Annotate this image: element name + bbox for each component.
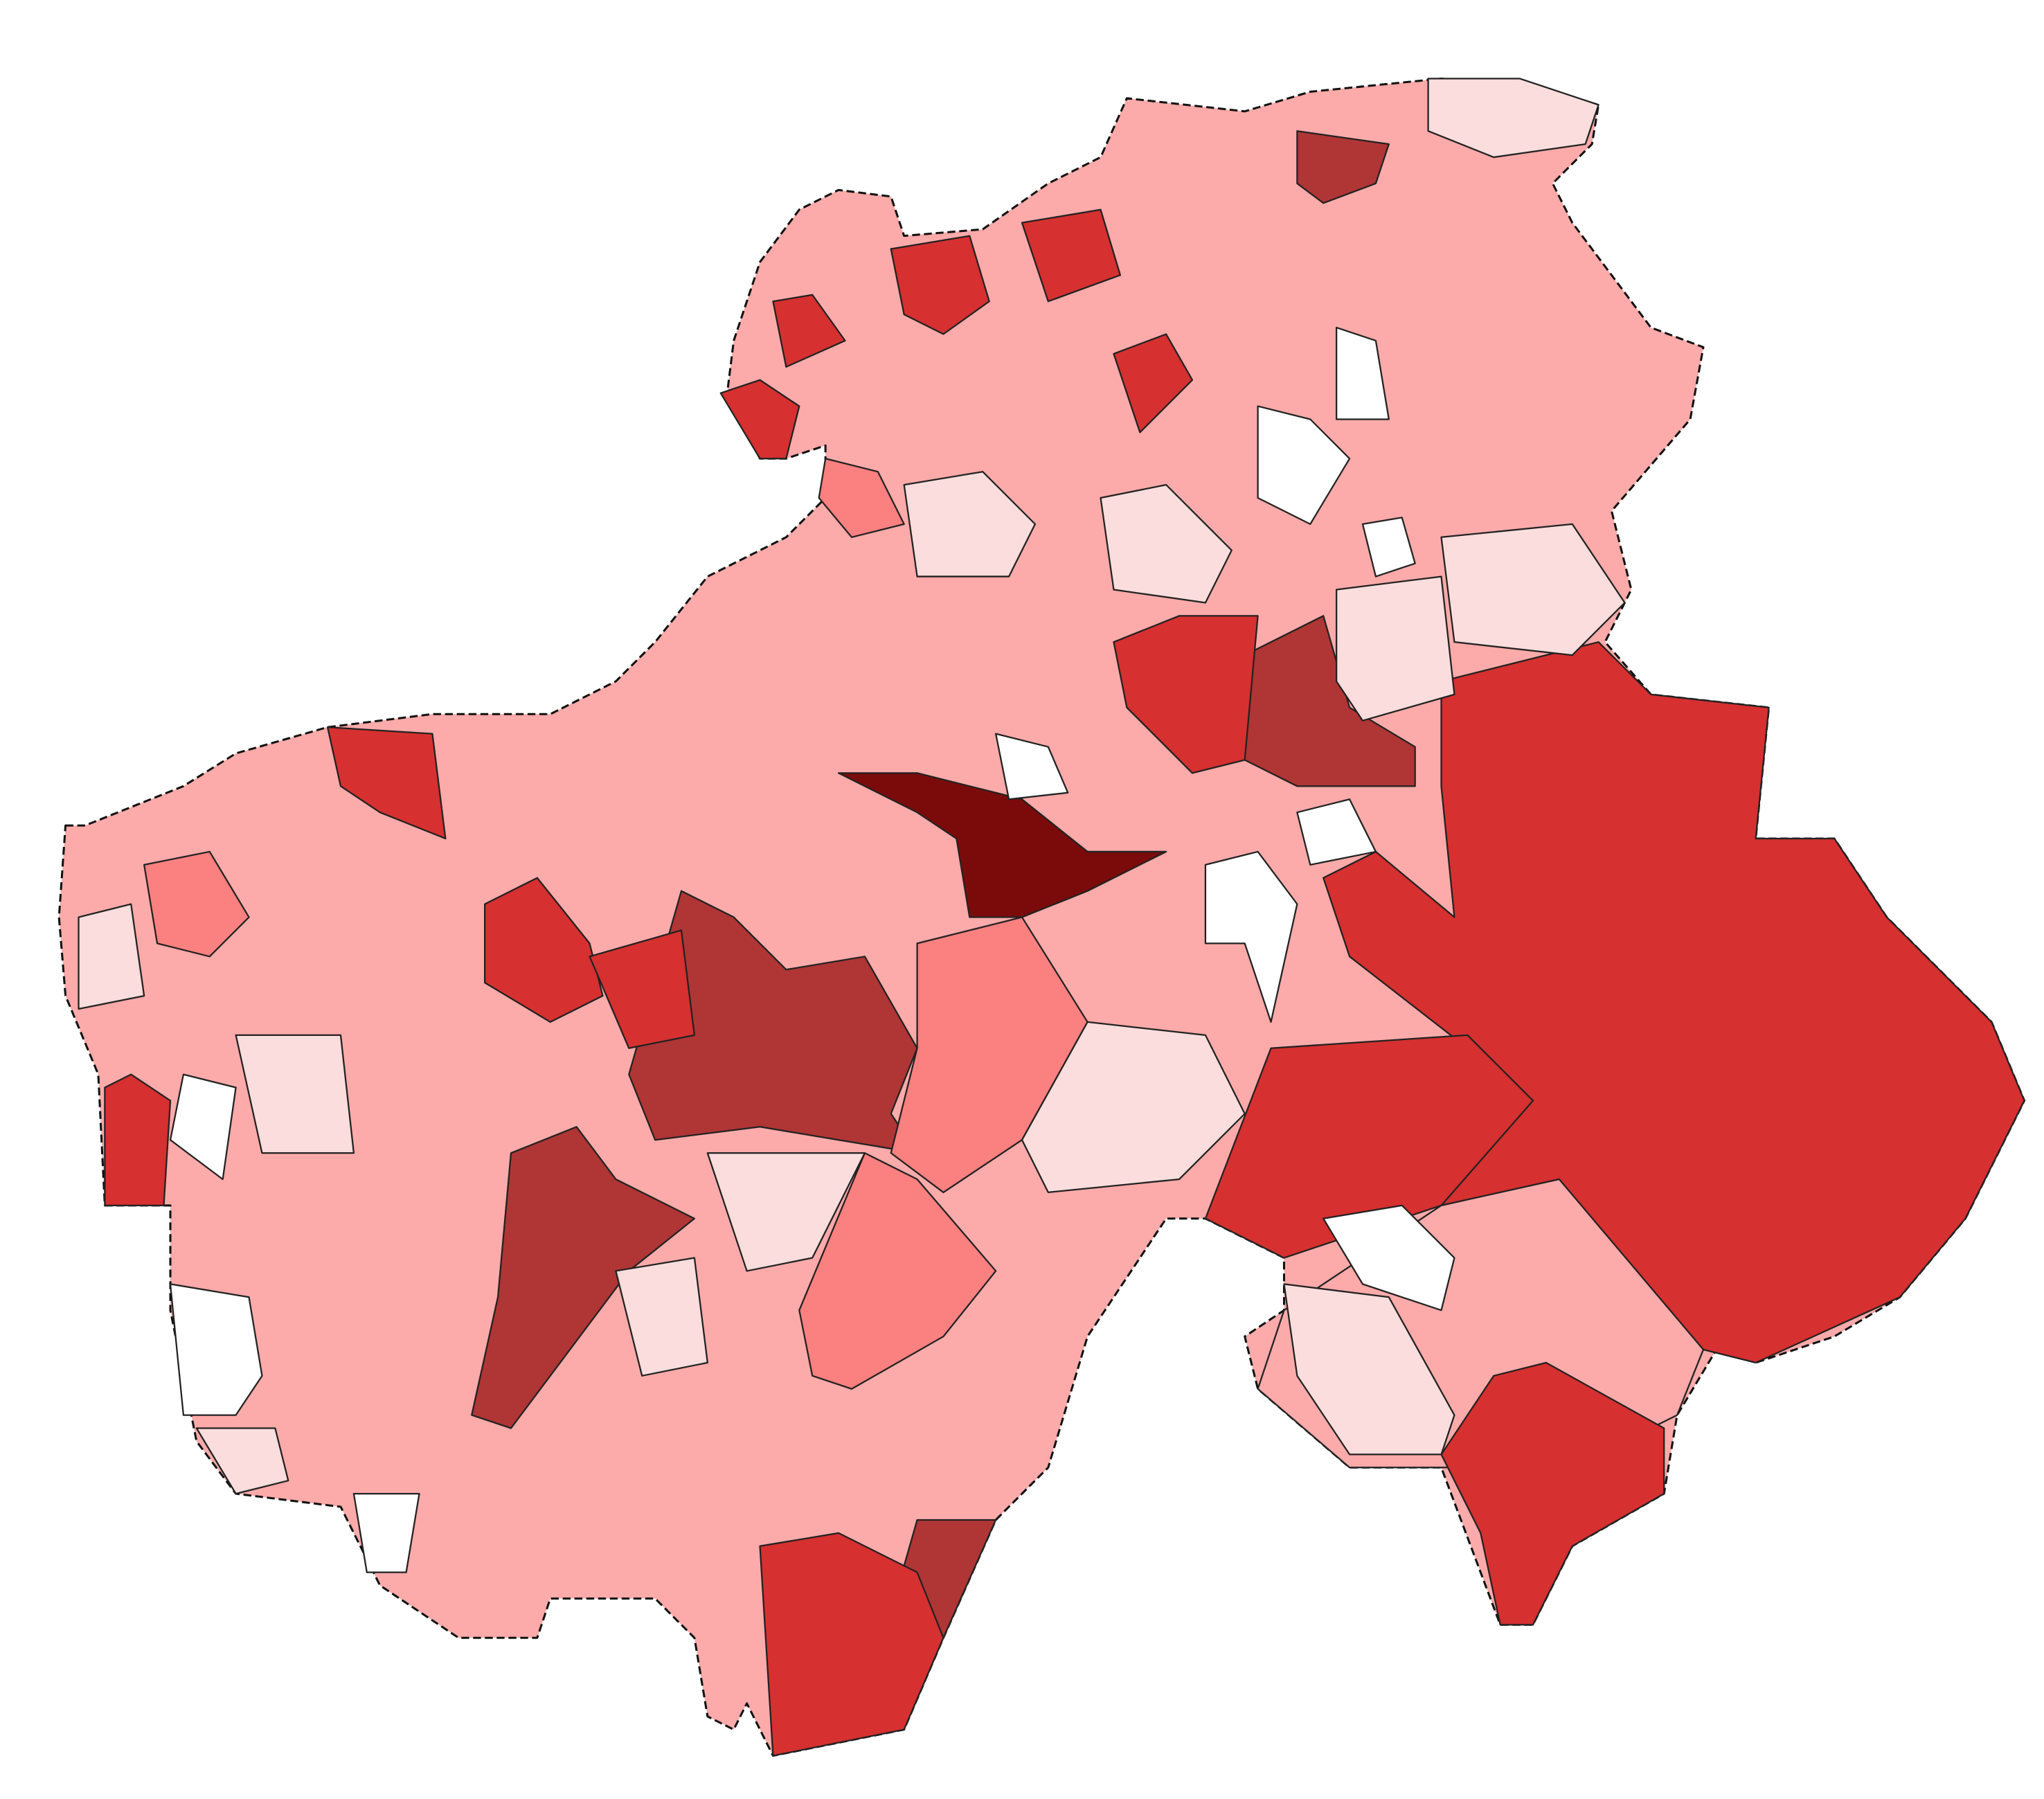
- map-region: [890, 235, 990, 335]
- map-region: [169, 1073, 237, 1181]
- map-region: [104, 1073, 172, 1206]
- map-region: [471, 1126, 696, 1429]
- map-region: [1361, 517, 1416, 578]
- map-region: [1100, 483, 1232, 604]
- map-region: [1440, 1361, 1665, 1626]
- map-region: [1323, 1204, 1455, 1312]
- map-region: [1336, 326, 1390, 420]
- map-region: [484, 877, 604, 1023]
- map-region: [798, 1152, 997, 1390]
- map-region: [326, 726, 447, 840]
- map-regions: [57, 78, 2026, 1757]
- map-region: [1427, 78, 1599, 159]
- map-region: [1244, 615, 1416, 787]
- map-region: [772, 294, 846, 368]
- map-region: [1336, 575, 1455, 722]
- map-region: [1204, 850, 1298, 1023]
- map-region: [995, 733, 1069, 800]
- map-region: [759, 1532, 944, 1757]
- map-region: [1296, 798, 1377, 866]
- map-region: [352, 1492, 420, 1573]
- map-region: [1296, 130, 1390, 204]
- map-region: [706, 1152, 866, 1272]
- map-region: [78, 903, 145, 1010]
- map-region: [837, 772, 1167, 918]
- map-region: [903, 471, 1037, 578]
- map-region: [1283, 1283, 1455, 1456]
- map-region: [628, 890, 918, 1154]
- map-region: [143, 850, 250, 958]
- map-region: [1204, 1034, 1534, 1259]
- map-region: [169, 1283, 263, 1416]
- map-region: [235, 1034, 355, 1154]
- map-region: [1257, 405, 1351, 526]
- map-region: [818, 458, 905, 538]
- map-region: [1440, 523, 1626, 656]
- map-region: [1113, 333, 1194, 433]
- map-region: [719, 379, 800, 460]
- map-region: [1021, 208, 1122, 303]
- map-region: [195, 1427, 289, 1495]
- map-region: [1021, 1021, 1246, 1194]
- map-region: [1323, 641, 2025, 1364]
- map-region: [1113, 615, 1259, 774]
- map-region: [589, 929, 696, 1049]
- map-region: [615, 1257, 708, 1377]
- map-region: [890, 916, 1088, 1194]
